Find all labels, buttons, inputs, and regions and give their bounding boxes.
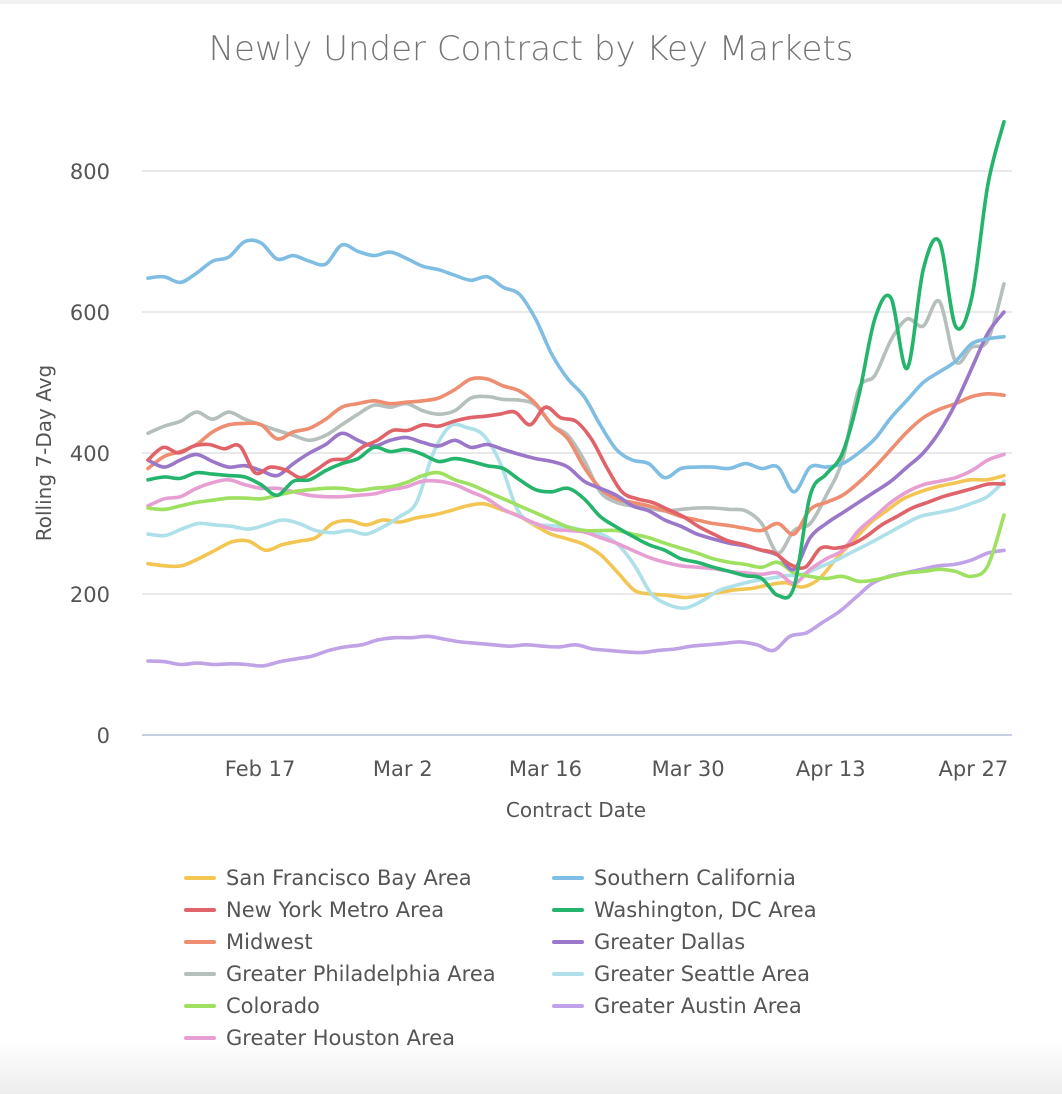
x-axis-ticks: Feb 17 Mar 2 Mar 16 Mar 30 Apr 13 Apr 27 [225,757,1008,781]
legend-item[interactable]: San Francisco Bay Area [184,862,472,894]
y-axis-ticks: 0 200 400 600 800 [70,160,110,748]
grid-lines [142,170,1012,736]
series-line-greater-philadelphia-area[interactable] [146,282,1006,555]
legend-label: Greater Philadelphia Area [226,962,496,986]
legend-swatch [184,1036,216,1040]
y-tick-label: 400 [70,442,110,466]
line-chart: Newly Under Contract by Key Markets 0 200… [32,29,1012,822]
legend-label: New York Metro Area [226,898,445,922]
y-tick-label: 800 [70,160,110,184]
legend-label: Colorado [226,994,320,1018]
y-axis-label: Rolling 7-Day Avg [32,365,56,541]
legend-swatch [552,1004,584,1008]
legend-swatch [552,876,584,880]
series-line-greater-austin-area[interactable] [146,548,1006,668]
series-line-new-york-metro-area[interactable] [146,405,1006,571]
legend-swatch [184,876,216,880]
legend-item[interactable]: Greater Austin Area [552,990,802,1022]
series-line-greater-dallas[interactable] [146,310,1006,572]
legend-item[interactable]: Greater Dallas [552,926,745,958]
series-line-southern-california[interactable] [146,238,1006,494]
x-tick-label: Apr 27 [939,757,1009,781]
legend-label: Greater Houston Area [226,1026,455,1050]
legend-swatch [552,940,584,944]
legend-label: Greater Seattle Area [594,962,811,986]
legend-item[interactable]: Southern California [552,862,796,894]
top-border [0,0,1062,4]
legend-swatch [184,940,216,944]
x-axis-label: Contract Date [506,798,646,822]
series-line-washington-dc-area[interactable] [146,119,1006,600]
legend-label: Washington, DC Area [594,898,817,922]
y-tick-label: 200 [70,583,110,607]
x-tick-label: Feb 17 [225,757,296,781]
legend-swatch [184,972,216,976]
y-tick-label: 0 [97,724,110,748]
legend-item[interactable]: Greater Philadelphia Area [184,958,496,990]
series-line-san-francisco-bay-area[interactable] [146,473,1006,600]
series-line-colorado[interactable] [146,470,1006,584]
legend-item[interactable]: Washington, DC Area [552,894,817,926]
legend-item[interactable]: New York Metro Area [184,894,444,926]
legend-label: Midwest [226,930,313,954]
legend-label: Greater Austin Area [594,994,802,1018]
series-lines [146,119,1006,668]
legend-item[interactable]: Midwest [184,926,313,958]
legend-item[interactable]: Greater Houston Area [184,1022,455,1054]
series-line-midwest[interactable] [146,376,1006,537]
legend-swatch [552,972,584,976]
legend-label: San Francisco Bay Area [226,866,472,890]
legend-label: Greater Dallas [594,930,746,954]
legend-swatch [184,908,216,912]
x-tick-label: Mar 16 [509,757,582,781]
legend-swatch [184,1004,216,1008]
y-tick-label: 600 [70,301,110,325]
x-tick-label: Mar 30 [652,757,725,781]
legend-swatch [552,908,584,912]
legend-label: Southern California [594,866,796,890]
x-tick-label: Mar 2 [373,757,433,781]
x-tick-label: Apr 13 [796,757,866,781]
chart-title: Newly Under Contract by Key Markets [209,29,854,69]
legend-item[interactable]: Greater Seattle Area [552,958,810,990]
legend-item[interactable]: Colorado [184,990,320,1022]
